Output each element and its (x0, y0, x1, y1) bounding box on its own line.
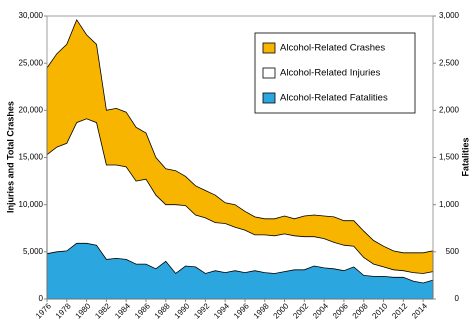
x-tick-label: 2010 (370, 301, 389, 320)
y-tick-label: 15,000 (19, 153, 44, 162)
x-tick-label: 1978 (54, 301, 73, 320)
x-tick-label: 2012 (390, 301, 409, 320)
y2-tick-label: 1,500 (439, 153, 460, 162)
x-tick-label: 2000 (271, 301, 290, 320)
legend-swatch (262, 67, 276, 79)
y2-tick-label: 1,000 (439, 200, 460, 209)
x-tick-label: 1982 (93, 301, 112, 320)
x-tick-label: 1986 (133, 301, 152, 320)
area (46, 118, 434, 300)
y2-tick-label: 500 (446, 247, 460, 256)
x-tick-label: 2014 (410, 301, 429, 320)
x-tick-label: 1988 (153, 301, 172, 320)
y-tick-label: 30,000 (19, 11, 44, 20)
x-tick-label: 2004 (311, 301, 330, 320)
y2-tick-label: 0 (455, 294, 460, 303)
y2-axis-title: Fatalities (460, 137, 470, 176)
y2-tick-label: 3,000 (439, 11, 460, 20)
legend-swatch (262, 92, 276, 104)
y-tick-label: 25,000 (19, 58, 44, 67)
x-tick-label: 2006 (331, 301, 350, 320)
y-tick-label: 10,000 (19, 200, 44, 209)
x-tick-label: 1992 (192, 301, 211, 320)
legend-label: Alcohol-Related Fatalities (280, 93, 388, 104)
y-tick-label: 0 (39, 294, 44, 303)
x-tick-label: 1980 (74, 301, 93, 320)
area (46, 242, 434, 300)
legend-box (254, 32, 416, 114)
y2-tick-label: 2,500 (439, 58, 460, 67)
x-tick-label: 2008 (351, 301, 370, 320)
y-axis-title: Injuries and Total Crashes (5, 101, 15, 213)
legend-label: Alcohol-Related Injuries (280, 68, 381, 79)
x-tick-label: 1998 (252, 301, 271, 320)
x-tick-label: 1996 (232, 301, 251, 320)
x-tick-label: 1984 (113, 301, 132, 320)
y-tick-label: 20,000 (19, 105, 44, 114)
x-tick-label: 2002 (291, 301, 310, 320)
legend-swatch (262, 42, 276, 54)
legend-label: Alcohol-Related Crashes (280, 43, 385, 54)
x-tick-label: 1990 (173, 301, 192, 320)
y-tick-label: 5,000 (23, 247, 44, 256)
y2-tick-label: 2,000 (439, 105, 460, 114)
x-tick-label: 1994 (212, 301, 231, 320)
x-tick-label: 1976 (34, 301, 53, 320)
